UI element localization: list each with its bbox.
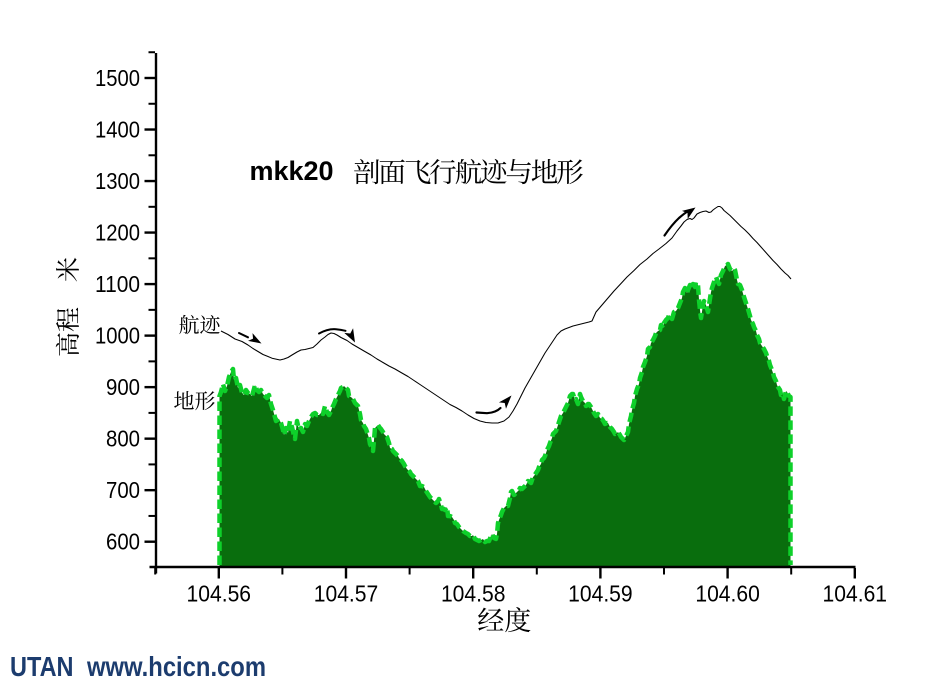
svg-text:700: 700 xyxy=(106,477,140,503)
svg-text:104.57: 104.57 xyxy=(314,581,379,607)
svg-text:104.56: 104.56 xyxy=(187,581,252,607)
svg-text:1200: 1200 xyxy=(95,220,140,246)
svg-text:1400: 1400 xyxy=(95,117,140,143)
svg-text:600: 600 xyxy=(106,529,140,555)
svg-text:800: 800 xyxy=(106,426,140,452)
svg-text:UTAN: UTAN xyxy=(10,651,74,682)
svg-text:104.60: 104.60 xyxy=(695,581,760,607)
svg-text:mkk20: mkk20 xyxy=(250,156,334,186)
svg-text:104.58: 104.58 xyxy=(441,581,506,607)
svg-text:1100: 1100 xyxy=(95,271,140,297)
svg-text:900: 900 xyxy=(106,374,140,400)
svg-text:104.59: 104.59 xyxy=(568,581,633,607)
svg-text:www.hcicn.com: www.hcicn.com xyxy=(86,651,266,682)
svg-text:1000: 1000 xyxy=(95,323,140,349)
svg-text:1300: 1300 xyxy=(95,168,140,194)
svg-text:1500: 1500 xyxy=(95,65,140,91)
svg-text:104.61: 104.61 xyxy=(823,581,888,607)
